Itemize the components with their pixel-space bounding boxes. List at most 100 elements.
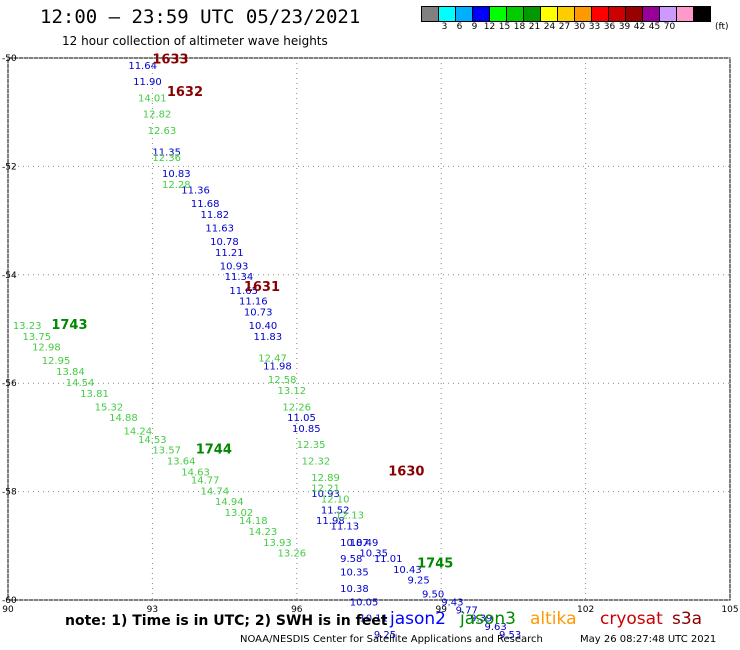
plot-frame (7, 57, 731, 601)
legend-label: 15 (498, 22, 511, 32)
data-point-label: 11.13 (330, 522, 359, 533)
chart-title: 12:00 – 23:59 UTC 05/23/2021 (40, 6, 361, 28)
data-point-label: 13.57 (152, 446, 181, 457)
footer-timestamp: May 26 08:27:48 UTC 2021 (580, 634, 717, 645)
data-point-label: 10.93 (220, 261, 249, 272)
data-point-label: 9.50 (422, 589, 444, 600)
legend-label: 33 (588, 22, 601, 32)
legend-label: 12 (483, 22, 496, 32)
data-point-label: 13.75 (22, 332, 51, 343)
footer-credit: NOAA/NESDIS Center for Satellite Applica… (240, 634, 543, 645)
data-point-label: 12.26 (282, 402, 311, 413)
data-point-label: 14.88 (109, 413, 138, 424)
data-point-label: 9.43 (441, 597, 463, 608)
pass-label: 1744 (196, 443, 232, 458)
data-point-label: 14.18 (239, 516, 268, 527)
data-point-label: 11.63 (205, 223, 234, 234)
legend-label: 6 (456, 22, 463, 32)
data-point-label: 10.43 (393, 565, 422, 576)
legend-label: 9 (471, 22, 478, 32)
color-legend (421, 6, 711, 22)
data-point-label: 10.40 (249, 321, 278, 332)
data-point-label: 11.16 (239, 297, 268, 308)
data-point-label: 12.47 (258, 354, 287, 365)
legend-label: 27 (558, 22, 571, 32)
data-point-label: 11.36 (181, 186, 210, 197)
satellite-jason3: jason3 (460, 609, 516, 629)
data-point-label: 9.25 (408, 576, 430, 587)
data-point-label: 14.94 (215, 497, 244, 508)
pass-label: 1632 (167, 85, 203, 100)
data-point-label: 9.77 (456, 606, 478, 617)
data-point-label: 10.85 (292, 424, 321, 435)
data-point-label: 13.64 (167, 457, 196, 468)
data-point-label: 11.83 (253, 332, 282, 343)
legend-label: 70 (663, 22, 676, 32)
data-point-label: 14.23 (249, 527, 278, 538)
data-point-label: 10.93 (311, 489, 340, 500)
legend-label: 18 (513, 22, 526, 32)
data-point-label: 12.32 (302, 457, 331, 468)
data-point-label: 12.28 (162, 180, 191, 191)
data-point-label: 14.54 (66, 378, 95, 389)
data-point-label: 11.64 (128, 61, 157, 72)
data-point-label: 12.89 (311, 473, 340, 484)
data-point-label: 13.02 (225, 508, 254, 519)
x-tick-label: 105 (721, 605, 738, 615)
x-tick-label: 102 (577, 605, 594, 615)
data-point-label: 11.82 (201, 210, 230, 221)
data-point-label: 13.26 (278, 549, 307, 560)
pass-label: 1630 (388, 464, 424, 479)
data-point-label: 13.84 (56, 367, 85, 378)
satellite-s3a: s3a (672, 609, 703, 629)
x-tick-label: 90 (2, 605, 14, 615)
data-point-label: 11.65 (229, 286, 258, 297)
data-point-label: 10.38 (340, 584, 369, 595)
data-point-label: 15.32 (95, 402, 124, 413)
y-tick-label: -58 (2, 488, 17, 498)
data-point-label: 11.35 (152, 148, 181, 159)
pass-label: 1745 (417, 556, 453, 571)
legend-label: 39 (618, 22, 631, 32)
data-point-label: 9.39 (470, 614, 492, 625)
data-point-label: 10.35 (359, 549, 388, 560)
y-tick-label: -50 (2, 54, 17, 64)
data-point-label: 10.05 (350, 597, 379, 608)
legend-label: 36 (603, 22, 616, 32)
data-point-label: 14.63 (181, 467, 210, 478)
pass-label: 1743 (51, 318, 87, 333)
data-point-label: 11.21 (215, 248, 244, 259)
chart-subtitle: 12 hour collection of altimeter wave hei… (62, 34, 328, 48)
x-tick-label: 96 (291, 605, 303, 615)
data-point-label: 10.49 (350, 538, 379, 549)
data-point-label: 9.53 (499, 630, 521, 641)
legend-unit: (ft) (715, 22, 729, 32)
data-point-label: 14.77 (191, 475, 220, 486)
data-point-label: 11.01 (374, 554, 403, 565)
satellite-cryosat: cryosat (600, 609, 663, 629)
data-point-label: 12.82 (143, 110, 172, 121)
y-tick-label: -56 (2, 379, 17, 389)
x-tick-label: 93 (147, 605, 158, 615)
data-point-label: 14.24 (124, 427, 153, 438)
data-point-label: 12.58 (268, 375, 297, 386)
data-point-label: 14.01 (138, 93, 167, 104)
data-point-label: 9.25 (374, 630, 396, 641)
y-tick-label: -54 (2, 271, 17, 281)
data-point-label: 13.23 (13, 321, 42, 332)
data-point-label: 10.83 (162, 169, 191, 180)
legend-swatch (693, 6, 711, 22)
data-point-label: 10.87 (340, 538, 369, 549)
data-point-label: 13.12 (278, 386, 307, 397)
legend-label: 3 (441, 22, 448, 32)
data-point-label: 12.35 (297, 440, 326, 451)
data-point-label: 12.36 (152, 153, 181, 164)
data-point-label: 12.63 (148, 126, 177, 137)
pass-label: 1633 (152, 52, 188, 67)
note-text: note: 1) Time is in UTC; 2) SWH is in fe… (65, 613, 388, 629)
y-tick-label: -60 (2, 596, 17, 606)
data-point-label: 9.63 (485, 622, 507, 633)
data-point-label: 10.11 (359, 614, 388, 625)
pass-label: 1631 (244, 280, 280, 295)
